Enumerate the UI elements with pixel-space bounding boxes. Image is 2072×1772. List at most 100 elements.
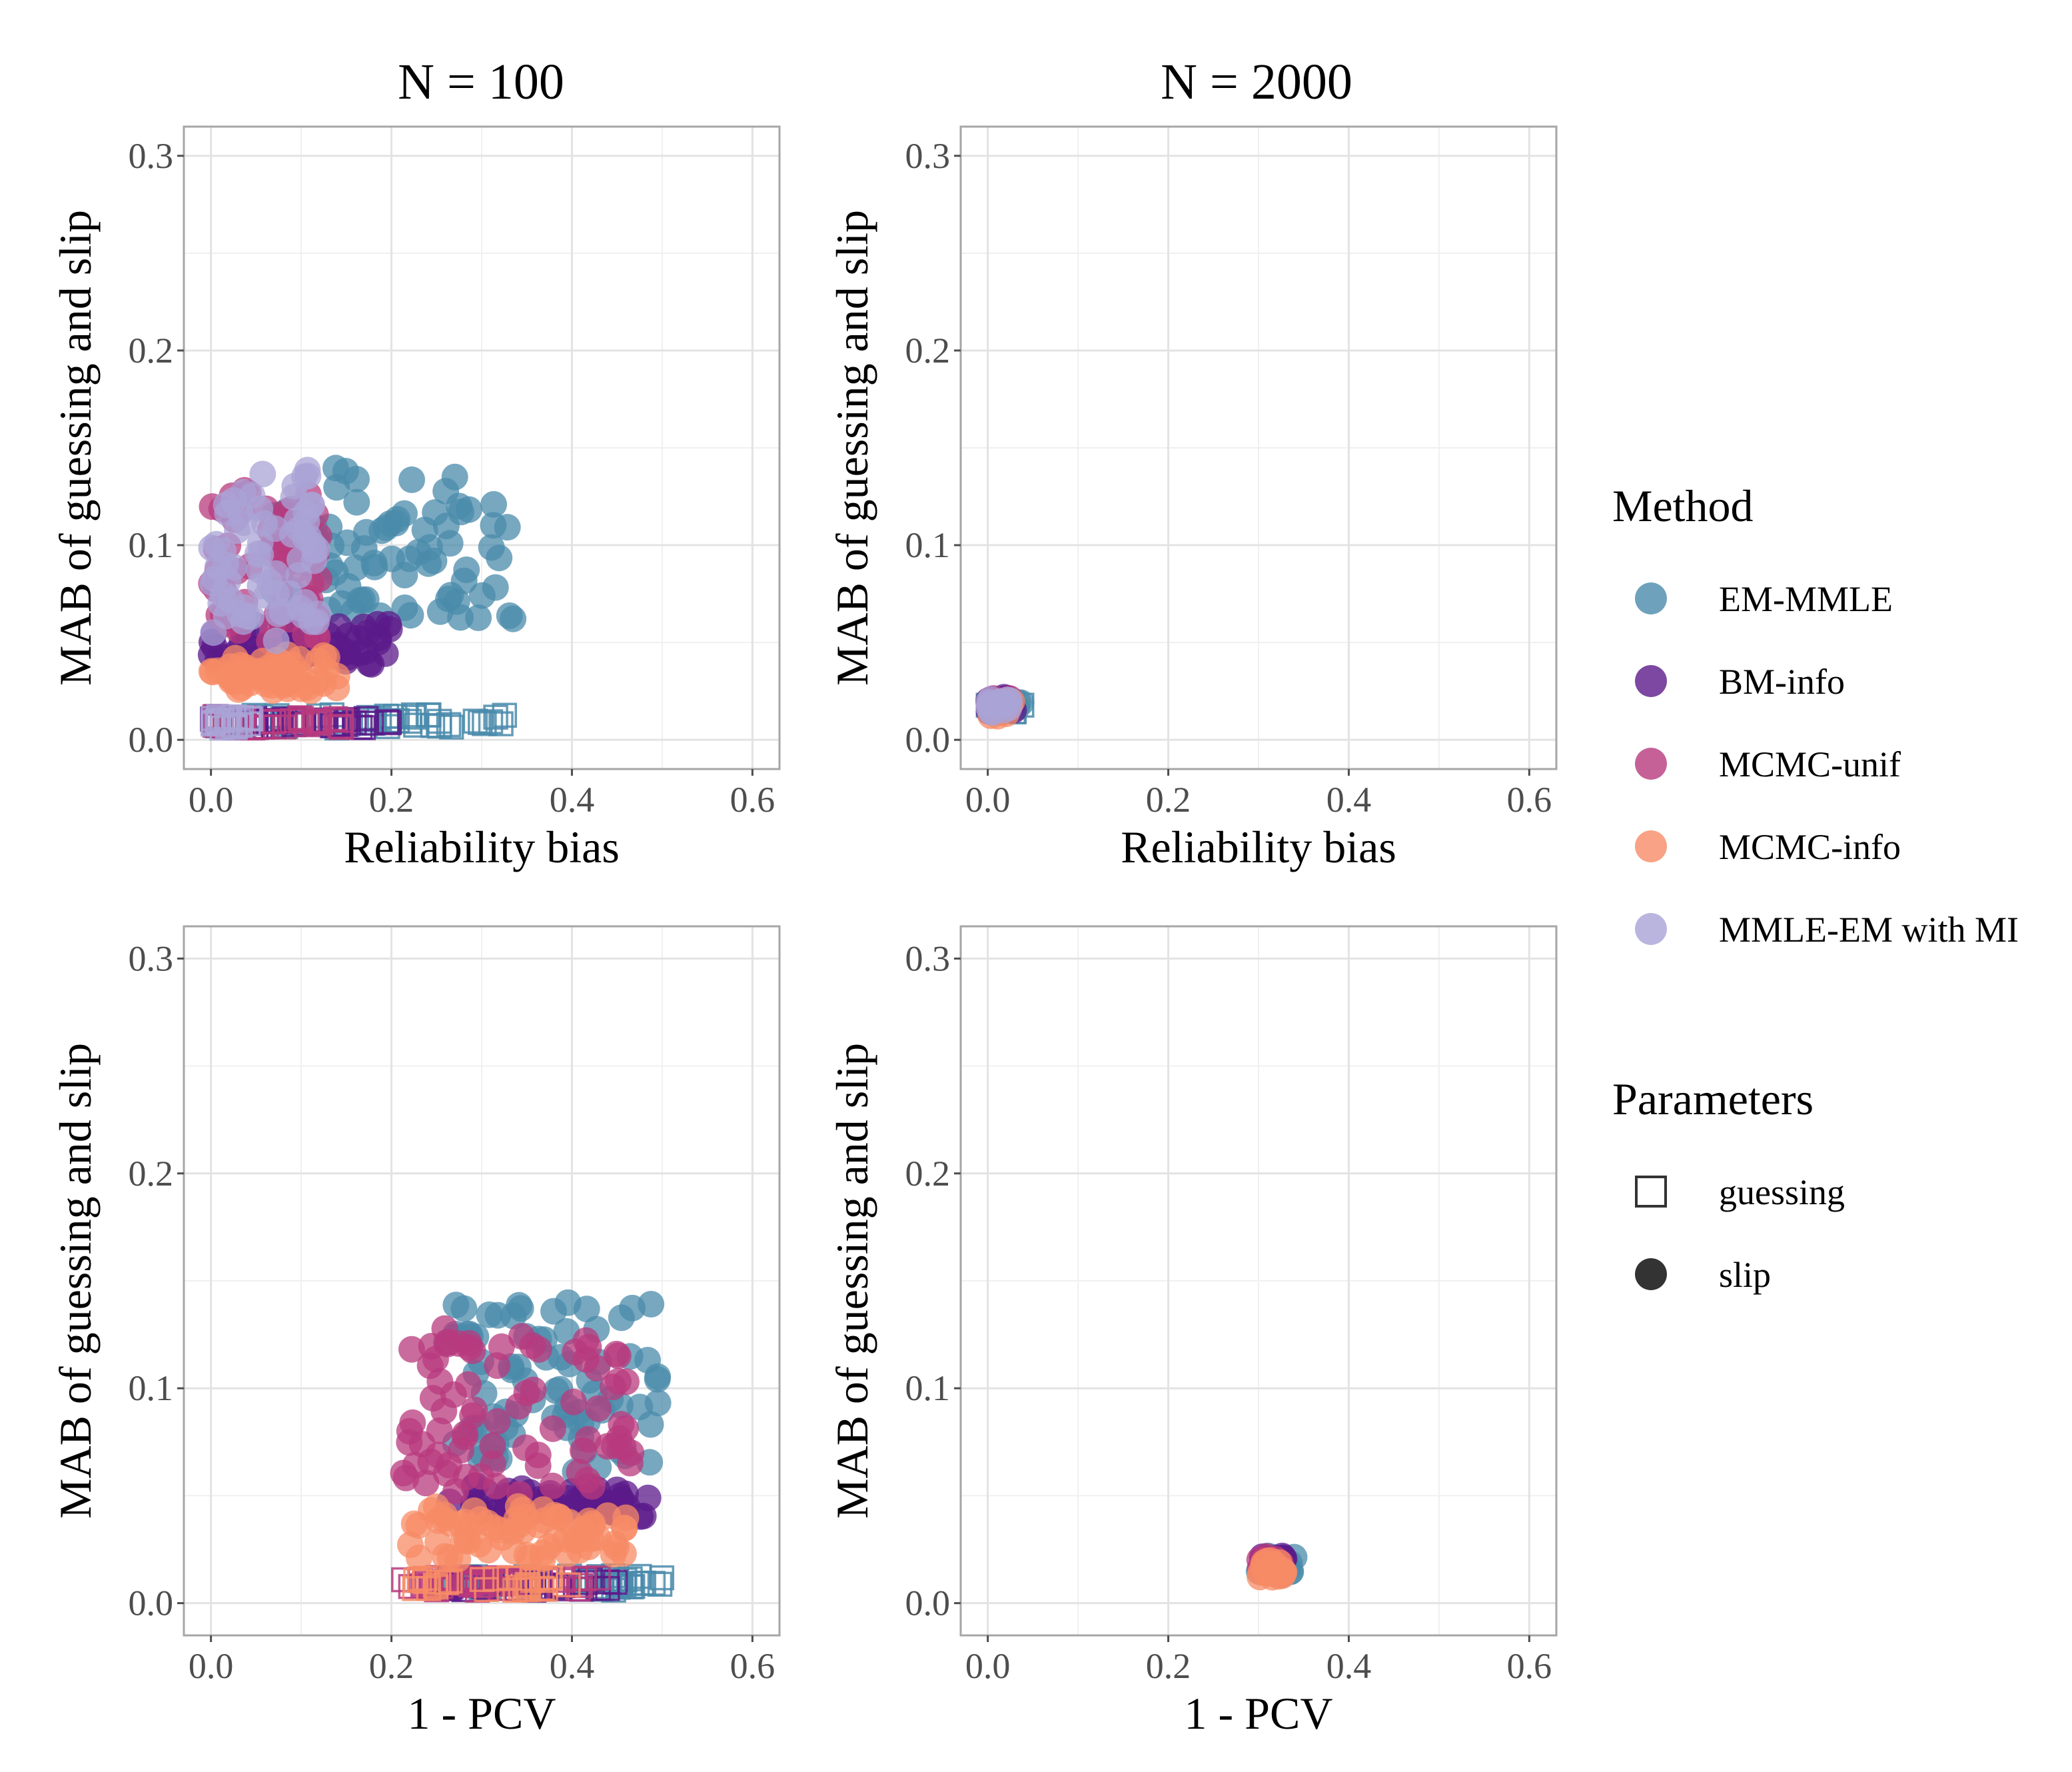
legend-label-parameter: guessing <box>1719 1172 1845 1212</box>
point-slip-em-mmle <box>500 605 527 632</box>
x-tick-label: 0.4 <box>550 1646 595 1686</box>
point-slip-mcmc-info <box>499 1518 526 1545</box>
point-slip-mcmc-unif <box>418 1332 445 1359</box>
point-slip-em-mmle <box>638 1290 665 1318</box>
x-tick-label: 0.6 <box>730 780 776 820</box>
y-tick-label: 0.3 <box>905 136 951 176</box>
point-slip-em-mmle <box>441 463 468 490</box>
point-guessing-mcmc-unif <box>322 706 348 732</box>
x-tick-label: 0.2 <box>369 780 414 820</box>
point-slip-em-mmle <box>480 490 508 518</box>
panel-border <box>959 125 1558 770</box>
x-tick-label: 0.6 <box>730 1646 776 1686</box>
legend-label-method: EM-MMLE <box>1719 579 1893 619</box>
point-guessing-em-mmle <box>492 702 517 728</box>
point-slip-em-mmle <box>486 544 513 572</box>
panel-top-right: 0.0 0.1 0.2 0.3 0.0 0.2 0.4 0.6 Reliability bias… <box>827 125 1558 872</box>
point-slip-mcmc-unif <box>484 1352 511 1379</box>
point-slip-mcmc-unif <box>426 1367 454 1395</box>
y-axis-title: MAB of guessing and slip <box>50 1043 101 1519</box>
x-tick-label: 0.0 <box>965 780 1011 820</box>
x-tick-label: 0.4 <box>550 780 595 820</box>
point-guessing-em-mmle <box>631 1570 657 1596</box>
x-axis-title: Reliability bias <box>344 822 620 872</box>
point-slip-mcmc-info <box>541 1501 568 1529</box>
point-slip-em-mmle <box>442 1292 470 1319</box>
panel-top-left: 0.0 0.1 0.2 0.3 0.0 0.2 0.4 0.6 Reliability bias… <box>50 125 781 872</box>
point-slip-mcmc-unif <box>520 1376 547 1403</box>
y-tick-label: 0.1 <box>905 525 951 565</box>
point-slip-mcmc-unif <box>456 1334 483 1361</box>
point-guessing-mmle-em-with-mi <box>238 706 264 732</box>
point-slip-mcmc-info <box>513 1541 540 1569</box>
point-slip-em-mmle <box>332 457 359 484</box>
point-slip-mcmc-info <box>430 1505 457 1533</box>
point-guessing-mcmc-info <box>530 1575 555 1601</box>
point-slip-mcmc-unif <box>610 1433 637 1461</box>
legend: Method EM-MMLE BM-info MCMC-unif MCMC-info M… <box>1612 480 2019 1295</box>
point-slip-mcmc-info <box>1259 1563 1286 1591</box>
point-slip-em-mmle <box>482 574 509 601</box>
x-axis-title: 1 - PCV <box>408 1688 556 1739</box>
point-slip-mcmc-info <box>323 674 350 702</box>
point-slip-mmle-em-with-mi <box>294 462 322 490</box>
point-slip-mcmc-unif <box>584 1354 611 1381</box>
panel-border <box>183 125 781 770</box>
point-slip-mcmc-info <box>436 1543 464 1571</box>
x-tick-label: 0.4 <box>1326 1646 1372 1686</box>
point-guessing-mcmc-info <box>556 1572 581 1597</box>
point-slip-em-mmle <box>465 604 492 632</box>
point-slip-mmle-em-with-mi <box>214 499 241 526</box>
point-slip-mcmc-info <box>297 677 324 704</box>
point-guessing-mcmc-unif <box>287 705 312 730</box>
point-guessing-mcmc-unif <box>271 714 296 740</box>
point-guessing-mcmc-unif <box>562 1565 588 1591</box>
point-slip-mcmc-unif <box>574 1466 601 1493</box>
point-guessing-mmle-em-with-mi <box>201 711 226 737</box>
point-slip-em-mmle <box>637 1411 664 1438</box>
point-slip-mcmc-unif <box>484 1407 511 1435</box>
point-slip-mcmc-info <box>405 1512 432 1539</box>
point-slip-mmle-em-with-mi <box>262 627 290 654</box>
x-axis-title: 1 - PCV <box>1185 1688 1333 1739</box>
point-slip-mcmc-unif <box>461 1396 488 1423</box>
point-slip-mmle-em-with-mi <box>275 580 302 607</box>
point-slip-em-mmle <box>346 587 373 614</box>
point-guessing-mmle-em-with-mi <box>229 705 255 730</box>
point-slip-em-mmle <box>376 510 404 537</box>
strip-title-n2000: N = 2000 <box>1161 54 1352 110</box>
point-slip-mcmc-unif <box>399 1409 426 1436</box>
point-slip-mcmc-info <box>275 668 302 696</box>
point-slip-em-mmle <box>507 1295 534 1322</box>
point-slip-mcmc-unif <box>398 1335 425 1363</box>
legend-key-guessing <box>1635 1176 1667 1208</box>
point-slip-mcmc-info <box>452 1508 479 1535</box>
y-tick-label: 0.0 <box>905 1583 951 1623</box>
x-tick-label: 0.0 <box>965 1646 1011 1686</box>
point-slip-mmle-em-with-mi <box>251 510 278 537</box>
legend-label-method: MMLE-EM with MI <box>1719 910 2019 950</box>
y-tick-label: 0.1 <box>905 1368 951 1408</box>
x-tick-label: 0.6 <box>1507 1646 1552 1686</box>
point-slip-mcmc-unif <box>539 1472 566 1499</box>
legend-label-parameter: slip <box>1719 1255 1771 1295</box>
y-tick-label: 0.2 <box>905 1154 951 1194</box>
point-slip-em-mmle <box>426 598 454 625</box>
legend-key-slip <box>1635 1258 1667 1290</box>
y-axis-title: MAB of guessing and slip <box>50 210 101 686</box>
point-slip-mcmc-unif <box>392 1464 420 1491</box>
point-slip-bm-info <box>344 624 372 652</box>
panel-border <box>959 925 1558 1637</box>
point-slip-mcmc-unif <box>454 1371 482 1398</box>
point-guessing-em-mmle <box>436 712 462 738</box>
y-axis-title: MAB of guessing and slip <box>827 1043 877 1519</box>
point-slip-mcmc-unif <box>569 1437 596 1464</box>
point-slip-mcmc-info <box>584 1524 612 1551</box>
legend-label-method: MCMC-unif <box>1719 744 1901 784</box>
point-guessing-bm-info <box>347 714 373 740</box>
point-slip-em-mmle <box>432 512 460 540</box>
legend-key-em-mmle <box>1635 582 1667 614</box>
point-slip-em-mmle <box>554 1289 582 1316</box>
x-tick-label: 0.2 <box>1146 1646 1191 1686</box>
point-guessing-em-mmle <box>647 1571 673 1597</box>
